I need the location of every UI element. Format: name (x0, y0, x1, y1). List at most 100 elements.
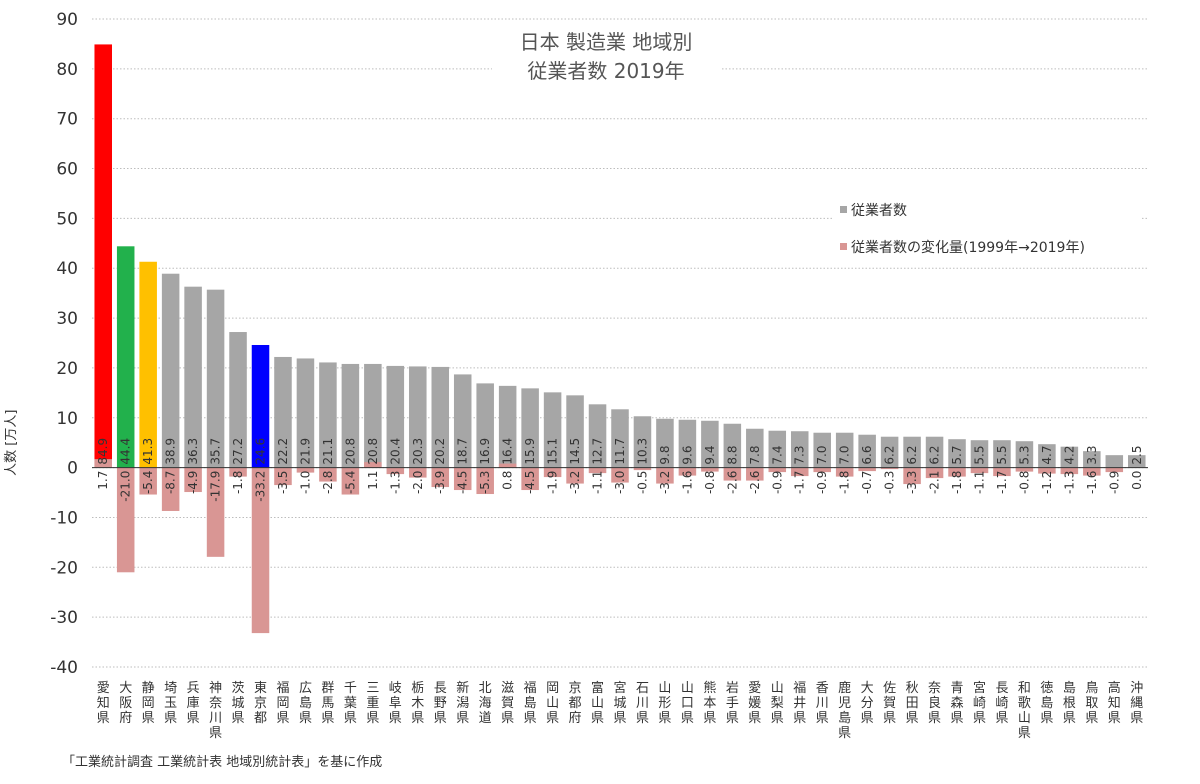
bar-change (1038, 467, 1056, 474)
bar-change (633, 467, 652, 471)
bar-employees (543, 392, 562, 468)
data-label-employees: 16.4 (501, 438, 515, 465)
bar-employees (678, 419, 697, 468)
y-tick-label: 20 (56, 359, 78, 379)
category-label: 徳島県 (1040, 681, 1053, 726)
bar-employees (1128, 455, 1146, 468)
bar-employees (431, 366, 450, 468)
category-label: 岡山県 (546, 681, 559, 726)
bar-change (498, 463, 517, 468)
y-tick-label: 50 (56, 209, 78, 229)
bar-employees (746, 428, 764, 468)
data-label-employees: 12.7 (591, 438, 605, 465)
category-label: 長崎県 (995, 681, 1008, 726)
data-label-change: -1.9 (546, 471, 560, 494)
y-axis-label: 人数 [万人] (4, 410, 19, 476)
bar-employees (903, 436, 921, 468)
category-label: 高知県 (1108, 680, 1121, 726)
category-label: 熊本県 (703, 680, 716, 726)
bar-change (476, 467, 494, 495)
category-label: 神奈川県 (209, 681, 222, 741)
category-label: 香川県 (816, 681, 829, 726)
category-label: 宮崎県 (973, 680, 986, 726)
bar-change (1015, 467, 1034, 472)
category-label: 茨城県 (232, 681, 245, 726)
category-label: 福井県 (793, 681, 806, 726)
bar-change (94, 459, 112, 468)
y-tick-label: 30 (56, 309, 78, 329)
data-label-employees: 5.3 (1017, 446, 1031, 465)
data-label-change: -1.7 (995, 471, 1009, 494)
data-label-change: -2.6 (725, 471, 739, 494)
bar-employees (319, 362, 337, 468)
bar-change (161, 467, 180, 511)
bar-employees (790, 431, 809, 468)
bar-employees (925, 436, 944, 468)
bar-change (858, 467, 876, 472)
data-label-change: -5.4 (141, 471, 155, 494)
bar-employees (566, 395, 584, 468)
bar-employees (948, 439, 966, 468)
category-label: 佐賀県 (883, 681, 896, 726)
y-tick-label: 60 (56, 160, 78, 180)
category-label: 滋賀県 (501, 681, 514, 726)
data-label-change: -33.2 (254, 471, 268, 502)
data-label-change: -0.9 (1107, 471, 1121, 494)
category-label: 栃木県 (411, 681, 424, 726)
data-label-change: -0.7 (860, 471, 874, 494)
bar-change (341, 467, 360, 495)
data-label-employees: 20.8 (366, 438, 380, 465)
data-label-change: -5.4 (343, 471, 357, 494)
y-tick-label: 70 (56, 110, 78, 130)
bar-employees (858, 434, 876, 468)
data-label-change: -1.3 (1062, 471, 1076, 494)
bar-change (543, 467, 562, 478)
bar-employees (476, 383, 494, 468)
data-label-employees: 9.4 (703, 446, 717, 465)
bar-change (835, 467, 854, 477)
bar-employees (633, 416, 652, 468)
chart-title-line: 日本 製造業 地域別 (520, 30, 693, 54)
data-label-change: 1.7 (96, 471, 110, 490)
data-label-employees: 5.7 (950, 446, 964, 465)
bar-employees (588, 404, 607, 468)
bar-change (768, 467, 787, 473)
bar-employees (274, 356, 292, 468)
data-label-change: -1.1 (591, 471, 605, 494)
bar-change (409, 467, 427, 478)
bar-change (813, 467, 831, 473)
bar-change (184, 467, 202, 493)
bar-change (229, 467, 247, 477)
bar-employees (1060, 446, 1079, 468)
data-label-employees: 21.9 (298, 438, 312, 465)
data-label-change: -0.3 (883, 471, 897, 494)
bar-change (1060, 467, 1079, 475)
bar-change (431, 467, 450, 488)
category-label: 鹿児島県 (838, 680, 851, 741)
y-tick-label: -30 (50, 608, 78, 628)
data-label-employees: 15.9 (523, 438, 537, 465)
bar-change (746, 467, 764, 481)
data-label-employees: 22.2 (276, 438, 290, 465)
category-label: 北海道 (479, 681, 492, 726)
data-label-employees: 21.1 (321, 438, 335, 465)
data-label-change: -1.7 (793, 471, 807, 494)
category-label: 秋田県 (906, 681, 919, 726)
bar-employees (656, 418, 674, 468)
bar-employees (498, 385, 517, 468)
bar-change (364, 462, 382, 468)
legend-swatch-change (840, 243, 847, 250)
category-label: 愛知県 (97, 681, 110, 726)
data-label-employees: 7.8 (748, 446, 762, 465)
category-label: 兵庫県 (187, 681, 200, 726)
bar-employees (139, 261, 157, 468)
data-label-change: -0.9 (815, 471, 829, 494)
category-label: 長野県 (434, 681, 447, 726)
bar-employees (453, 374, 472, 468)
data-label-employees: 6.2 (883, 446, 897, 465)
data-label-change: 1.1 (366, 471, 380, 490)
data-label-change: -3.3 (905, 471, 919, 494)
category-label: 山梨県 (771, 681, 784, 726)
bar-employees (161, 273, 180, 468)
